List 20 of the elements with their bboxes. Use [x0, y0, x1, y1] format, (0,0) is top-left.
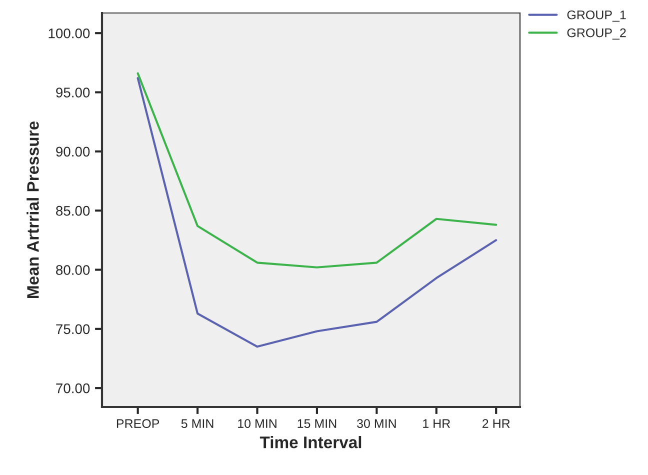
legend-label: GROUP_2 [567, 28, 626, 40]
x-tick-label: 5 MIN [181, 419, 214, 428]
x-tick-label: 2 HR [482, 419, 510, 428]
y-tick-label: 90.00 [56, 146, 90, 157]
x-axis-title: Time Interval [260, 436, 362, 448]
line-series [136, 72, 498, 268]
y-tick-label: 95.00 [56, 88, 90, 98]
x-tick-label: 10 MIN [238, 419, 276, 428]
line-series [136, 77, 498, 348]
y-tick-label: 70.00 [56, 383, 90, 394]
y-tick-label: 85.00 [56, 206, 90, 216]
legend-label: GROUP_1 [567, 10, 626, 22]
y-axis-title: Mean Artrrial Pressure [26, 121, 39, 298]
y-tick-label: 75.00 [56, 324, 90, 334]
x-tick-label: 1 HR [423, 419, 450, 428]
x-tick-label: PREOP [116, 419, 160, 428]
y-tick-label: 80.00 [56, 265, 90, 275]
x-tick-label: 30 MIN [357, 419, 396, 428]
x-tick-label: 15 MIN [298, 419, 336, 428]
y-tick-label: 100.00 [48, 28, 90, 38]
